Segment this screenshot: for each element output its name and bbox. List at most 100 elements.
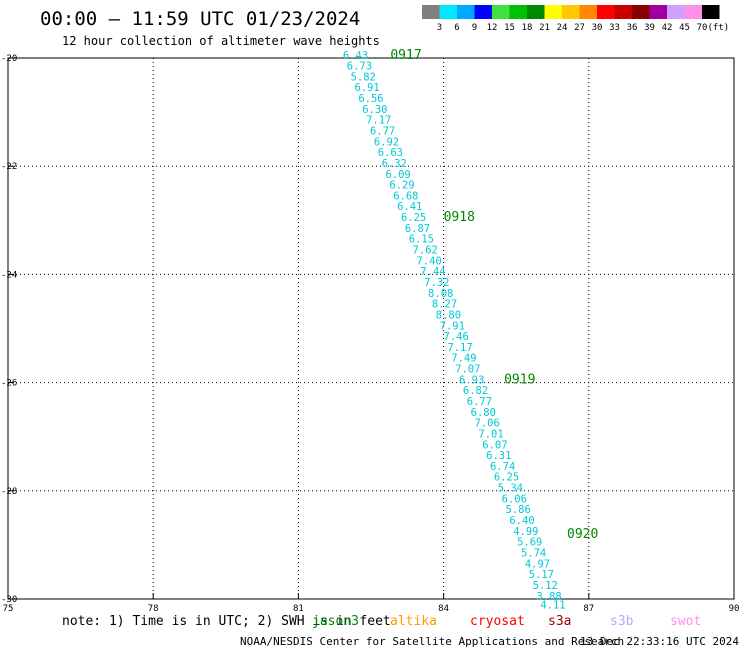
- colorbar-swatch: [509, 5, 527, 19]
- y-tick-label: -30: [1, 595, 17, 605]
- x-tick-label: 90: [729, 604, 740, 614]
- y-tick-label: -24: [1, 270, 17, 280]
- data-point-label: 6.43: [343, 50, 368, 62]
- data-point-label: 6.87: [405, 223, 430, 235]
- colorbar-label: 33: [609, 23, 620, 33]
- colorbar-swatch: [422, 5, 440, 19]
- data-point-label: 6.07: [482, 439, 507, 451]
- colorbar-label: 12: [487, 23, 498, 33]
- satellite-legend-item: s3a: [548, 614, 571, 629]
- colorbar-swatch: [649, 5, 667, 19]
- colorbar-label: 21: [539, 23, 550, 33]
- wave-height-values: 6.436.735.826.916.566.307.176.776.926.63…: [343, 50, 566, 612]
- data-point-label: 6.32: [382, 158, 407, 170]
- data-point-label: 4.99: [513, 526, 538, 538]
- chart-title: 00:00 – 11:59 UTC 01/23/2024: [40, 8, 360, 30]
- data-point-label: 5.74: [521, 547, 546, 559]
- data-point-label: 7.06: [475, 418, 500, 430]
- data-point-label: 6.25: [494, 472, 519, 484]
- data-point-label: 6.31: [486, 450, 511, 462]
- data-point-label: 6.25: [401, 212, 426, 224]
- data-point-label: 6.77: [467, 396, 492, 408]
- satellite-legend-item: cryosat: [470, 614, 525, 629]
- data-point-label: 6.29: [389, 180, 414, 192]
- colorbar-swatch: [614, 5, 632, 19]
- colorbar-label: 27: [574, 23, 585, 33]
- note-text: note: 1) Time is in UTC; 2) SWH is in fe…: [62, 614, 391, 629]
- data-point-label: 7.49: [451, 353, 476, 365]
- satellite-legend-item: altika: [390, 614, 437, 629]
- data-point-label: 4.97: [525, 558, 550, 570]
- satellite-legend-item: s3b: [610, 614, 634, 629]
- data-point-label: 6.73: [347, 61, 372, 73]
- data-point-label: 6.77: [370, 125, 395, 137]
- data-point-label: 6.80: [471, 407, 496, 419]
- x-tick-label: 78: [148, 604, 159, 614]
- x-tick-label: 87: [583, 604, 594, 614]
- y-tick-label: -20: [1, 54, 17, 64]
- colorbar-swatch: [492, 5, 510, 19]
- data-point-label: 7.32: [424, 277, 449, 289]
- colorbar-legend: 3 6 9 12 15 18 21 24 27 30 33 36 39 42 45 70 (ft): [422, 5, 729, 33]
- y-tick-label: -26: [1, 379, 17, 389]
- colorbar-swatch: [544, 5, 562, 19]
- data-point-label: 6.63: [378, 147, 403, 159]
- data-point-label: 5.34: [498, 483, 523, 495]
- data-point-label: 3.88: [536, 591, 561, 603]
- data-point-label: 5.69: [517, 537, 542, 549]
- colorbar-label: 3: [437, 23, 442, 33]
- time-label: 0920: [567, 527, 598, 542]
- satellite-legend-item: swot: [670, 614, 701, 629]
- colorbar-swatch: [684, 5, 702, 19]
- satellite-legend-item: jason3: [312, 614, 359, 629]
- x-tick-label: 75: [3, 604, 14, 614]
- footer-timestamp: 13 Dec 22:33:16 UTC 2024: [580, 635, 739, 648]
- data-point-label: 5.12: [533, 580, 558, 592]
- colorbar-label: 6: [454, 23, 459, 33]
- data-point-label: 8.08: [428, 288, 453, 300]
- data-point-label: 6.40: [509, 515, 534, 527]
- data-point-label: 6.41: [397, 201, 422, 213]
- x-axis-ticks: 75 78 81 84 87 90: [3, 593, 740, 614]
- data-point-label: 6.82: [463, 385, 488, 397]
- x-tick-label: 84: [438, 604, 449, 614]
- y-tick-label: -28: [1, 487, 17, 497]
- time-labels: 0917 0918 0919 0920: [390, 48, 598, 542]
- data-point-label: 6.74: [490, 461, 515, 473]
- data-point-label: 6.15: [409, 234, 434, 246]
- data-point-label: 4.11: [540, 599, 565, 611]
- colorbar-swatch: [702, 5, 720, 19]
- time-label: 0917: [390, 48, 421, 63]
- colorbar-label: 39: [644, 23, 655, 33]
- colorbar-swatch: [439, 5, 457, 19]
- data-point-label: 6.06: [502, 493, 527, 505]
- colorbar-swatch: [579, 5, 597, 19]
- data-point-label: 7.07: [455, 364, 480, 376]
- colorbar-label: 30: [592, 23, 603, 33]
- data-point-label: 5.86: [505, 504, 530, 516]
- colorbar-label: 24: [557, 23, 568, 33]
- data-point-label: 7.40: [416, 255, 441, 267]
- colorbar-swatch: [457, 5, 475, 19]
- satellite-legend: jason3 altika cryosat s3a s3b swot: [312, 614, 701, 629]
- data-point-label: 8.27: [432, 299, 457, 311]
- colorbar-swatch: [667, 5, 685, 19]
- y-tick-label: -22: [1, 162, 17, 172]
- data-point-label: 6.92: [374, 136, 399, 148]
- colorbar-swatch: [527, 5, 545, 19]
- x-tick-label: 81: [293, 604, 304, 614]
- y-axis-ticks: -20 -22 -24 -26 -28 -30: [1, 54, 17, 605]
- time-label: 0918: [444, 210, 475, 225]
- colorbar-swatch: [474, 5, 492, 19]
- data-point-label: 7.17: [447, 342, 472, 354]
- colorbar-swatch: [562, 5, 580, 19]
- data-point-label: 5.17: [529, 569, 554, 581]
- data-point-label: 5.82: [351, 71, 376, 83]
- colorbar-swatch: [632, 5, 650, 19]
- data-point-label: 8.80: [436, 309, 461, 321]
- plot-frame: [7, 57, 735, 600]
- colorbar-label: 45: [679, 23, 690, 33]
- data-point-label: 7.91: [440, 320, 465, 332]
- colorbar-label: 42: [662, 23, 673, 33]
